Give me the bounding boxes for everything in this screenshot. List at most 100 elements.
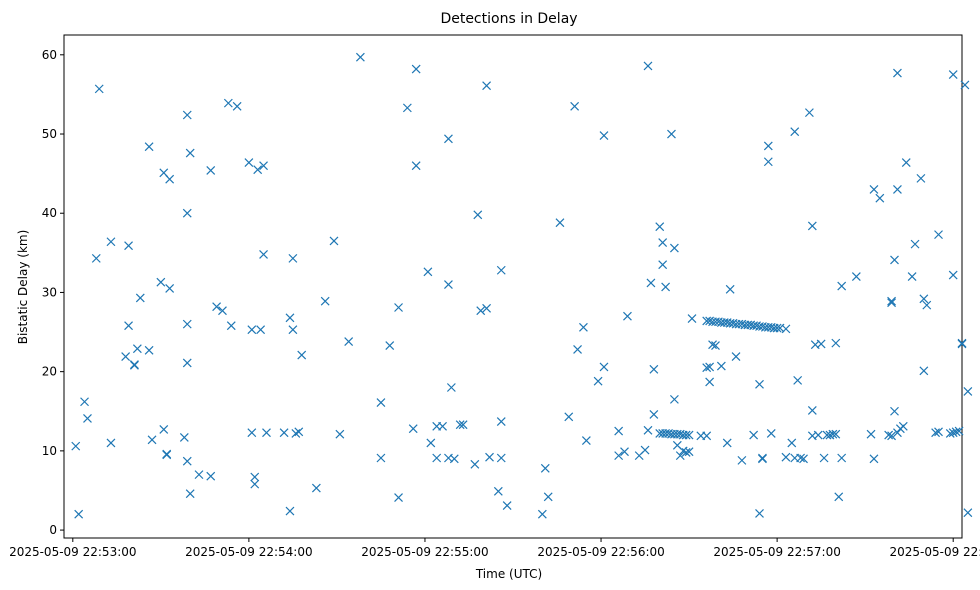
data-point — [147, 435, 157, 445]
data-point — [156, 277, 166, 287]
data-point — [893, 68, 902, 78]
data-point — [737, 455, 747, 465]
data-point — [132, 344, 142, 354]
data-point — [408, 424, 418, 434]
data-point — [262, 428, 271, 438]
data-point — [206, 471, 216, 481]
data-point — [681, 448, 691, 457]
data-point — [344, 337, 354, 346]
data-point — [247, 428, 257, 438]
data-point — [355, 52, 365, 62]
data-points — [71, 52, 973, 519]
data-point — [887, 298, 896, 308]
data-point — [951, 427, 961, 437]
data-point — [426, 438, 436, 448]
data-point — [669, 394, 679, 404]
data-point — [185, 489, 195, 499]
y-tick-label: 30 — [42, 285, 57, 299]
data-point — [831, 429, 841, 439]
data-point — [165, 284, 175, 293]
data-point — [866, 429, 876, 439]
data-point — [934, 427, 943, 437]
data-point — [411, 64, 421, 74]
data-point — [922, 300, 932, 310]
data-point — [725, 284, 735, 294]
data-point — [247, 325, 257, 335]
data-point — [253, 165, 263, 175]
data-point — [796, 453, 806, 463]
data-point — [658, 260, 668, 270]
data-point — [869, 185, 879, 194]
data-point — [887, 431, 896, 441]
data-point — [898, 421, 908, 431]
y-tick-label: 60 — [42, 48, 57, 62]
data-point — [643, 425, 653, 435]
data-point — [787, 438, 797, 448]
data-point — [144, 345, 154, 355]
data-point — [687, 314, 697, 324]
data-point — [755, 379, 764, 389]
data-point — [851, 272, 861, 282]
data-point — [884, 430, 894, 440]
data-point — [957, 339, 967, 349]
data-point — [473, 210, 483, 220]
data-point — [476, 306, 486, 316]
data-point — [705, 377, 715, 387]
data-point — [581, 436, 591, 445]
data-point — [470, 459, 480, 469]
data-point — [766, 429, 776, 438]
data-point — [755, 509, 764, 518]
data-point — [106, 438, 116, 448]
data-point — [807, 406, 817, 415]
data-point — [130, 360, 139, 369]
y-tick-label: 20 — [42, 365, 57, 379]
data-point — [162, 450, 172, 460]
data-point — [819, 453, 829, 463]
data-point — [834, 492, 844, 502]
data-point — [684, 430, 694, 440]
data-point — [807, 221, 817, 231]
x-tick-label: 2025-05-09 22:58:00 — [889, 545, 980, 559]
data-point — [135, 293, 145, 303]
data-point — [948, 428, 958, 438]
data-point — [402, 103, 412, 113]
data-point — [206, 166, 216, 175]
data-point — [432, 453, 442, 463]
data-point — [573, 345, 582, 354]
data-point — [121, 352, 131, 362]
data-point — [875, 193, 885, 203]
data-point — [311, 483, 321, 493]
data-point — [749, 430, 759, 440]
data-point — [669, 243, 679, 253]
data-point — [182, 208, 192, 218]
data-point — [960, 80, 970, 90]
data-point — [954, 426, 964, 436]
data-point — [540, 463, 550, 473]
x-tick-label: 2025-05-09 22:54:00 — [185, 545, 312, 559]
data-point — [722, 438, 732, 448]
data-point — [438, 421, 447, 431]
data-point — [963, 508, 973, 518]
data-point — [716, 361, 726, 371]
data-point — [285, 313, 295, 323]
data-point — [144, 142, 154, 152]
y-axis-ticks: 0 10 20 30 40 50 60 — [42, 48, 64, 537]
data-point — [593, 376, 603, 386]
data-point — [165, 174, 175, 184]
data-point — [288, 325, 298, 335]
data-point — [496, 453, 506, 463]
data-point — [259, 161, 268, 171]
data-point — [793, 375, 803, 385]
data-point — [496, 265, 506, 275]
data-point — [185, 148, 195, 158]
data-point — [159, 425, 169, 434]
data-point — [901, 158, 911, 167]
data-point — [828, 429, 838, 439]
data-point — [763, 141, 773, 151]
data-point — [444, 280, 453, 289]
data-point — [320, 296, 330, 306]
data-point — [772, 323, 782, 333]
data-point — [948, 270, 958, 280]
data-point — [106, 237, 116, 247]
